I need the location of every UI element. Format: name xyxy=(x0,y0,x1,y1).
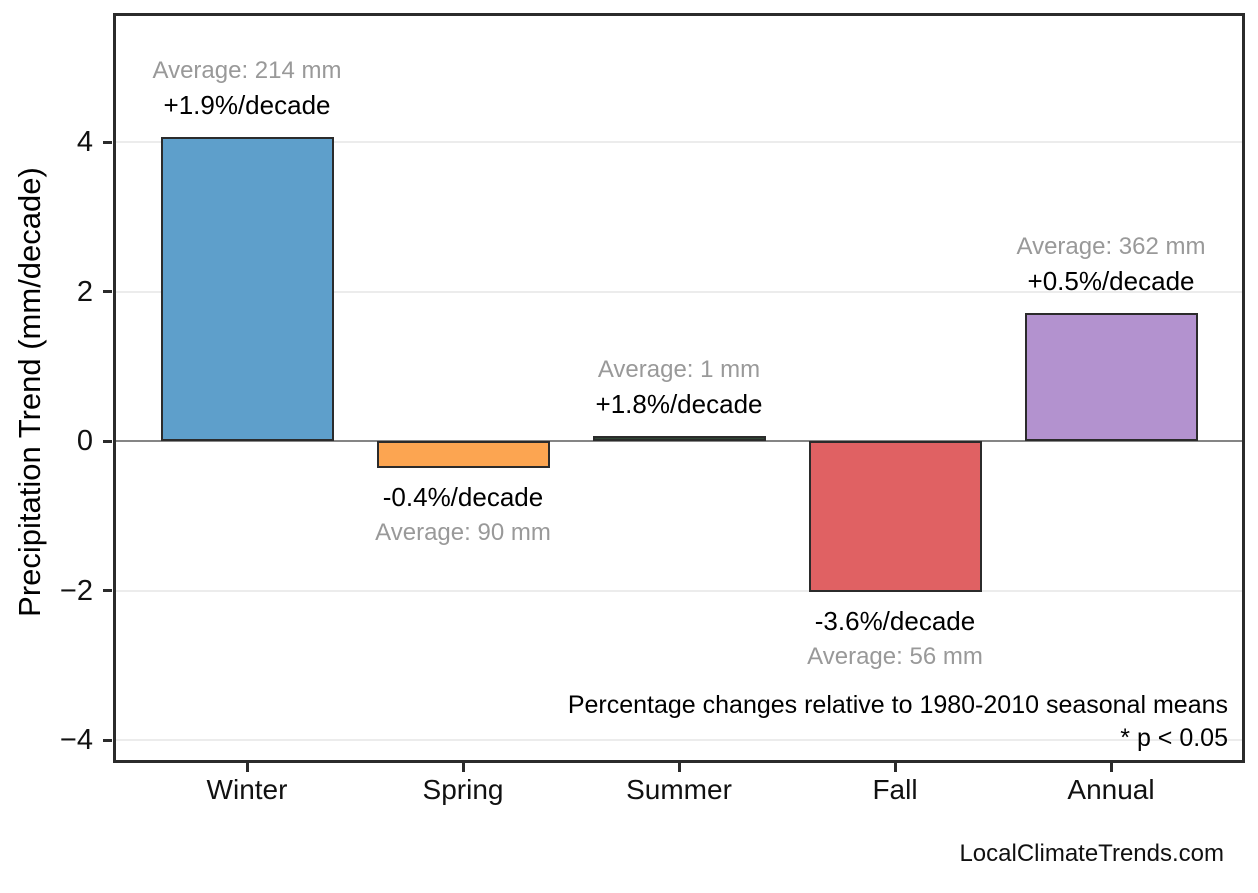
y-tick-label: 2 xyxy=(76,275,93,308)
percent-label: +1.9%/decade xyxy=(163,89,331,120)
x-tick-mark xyxy=(245,763,249,772)
bar-label-fall: -3.6%/decade Average: 56 mm xyxy=(695,604,1095,674)
plot-annotation: Percentage changes relative to 1980-2010… xyxy=(568,689,1228,755)
bar-winter xyxy=(160,136,334,441)
y-tick-mark xyxy=(103,140,112,144)
y-tick-label: −2 xyxy=(59,574,93,607)
x-tick-mark xyxy=(677,763,681,772)
bar-label-summer: Average: 1 mm +1.8%/decade xyxy=(479,352,879,422)
y-tick-mark xyxy=(103,738,112,742)
x-tick-label-fall: Fall xyxy=(872,774,918,805)
x-tick-mark xyxy=(461,763,465,772)
annotation-line-2: * p < 0.05 xyxy=(1120,724,1228,752)
percent-label: +1.8%/decade xyxy=(595,389,763,419)
y-tick-label: 4 xyxy=(76,126,93,158)
annotation-line-1: Percentage changes relative to 1980-2010… xyxy=(567,691,1228,719)
percent-label: +0.5%/decade xyxy=(1027,266,1195,297)
grid-line xyxy=(113,589,1245,592)
x-tick-label-spring: Spring xyxy=(422,774,504,805)
average-label: Average: 214 mm xyxy=(152,56,342,84)
x-tick-mark xyxy=(893,763,897,772)
average-label: Average: 1 mm xyxy=(597,356,761,383)
percent-label: -3.6%/decade xyxy=(814,605,976,636)
y-tick-mark xyxy=(103,589,112,592)
percent-label: -0.4%/decade xyxy=(382,481,544,512)
bar-label-spring: -0.4%/decade Average: 90 mm xyxy=(263,480,663,550)
bar-spring xyxy=(376,441,550,468)
x-tick-label-summer: Summer xyxy=(626,774,732,805)
y-tick-mark xyxy=(103,290,112,293)
y-tick-label: 0 xyxy=(76,425,93,457)
grid-line xyxy=(113,739,1245,741)
x-tick-label-winter: Winter xyxy=(206,774,288,805)
y-tick-mark xyxy=(103,439,112,443)
average-label: Average: 90 mm xyxy=(375,518,551,546)
bar-label-annual: Average: 362 mm +0.5%/decade xyxy=(911,229,1258,299)
y-tick-label: −4 xyxy=(59,724,93,756)
bar-fall xyxy=(808,441,982,592)
zero-line xyxy=(113,440,1245,442)
bar-label-winter: Average: 214 mm +1.9%/decade xyxy=(47,53,447,123)
watermark-text: LocalClimateTrends.com xyxy=(959,840,1224,867)
x-tick-label-annual: Annual xyxy=(1067,774,1155,805)
bar-annual xyxy=(1024,313,1198,441)
grid-line xyxy=(113,141,1245,143)
bar-summer xyxy=(592,436,766,441)
average-label: Average: 362 mm xyxy=(1016,233,1206,261)
grid-line xyxy=(113,290,1245,293)
average-label: Average: 56 mm xyxy=(807,642,983,670)
x-tick-mark xyxy=(1109,763,1113,772)
